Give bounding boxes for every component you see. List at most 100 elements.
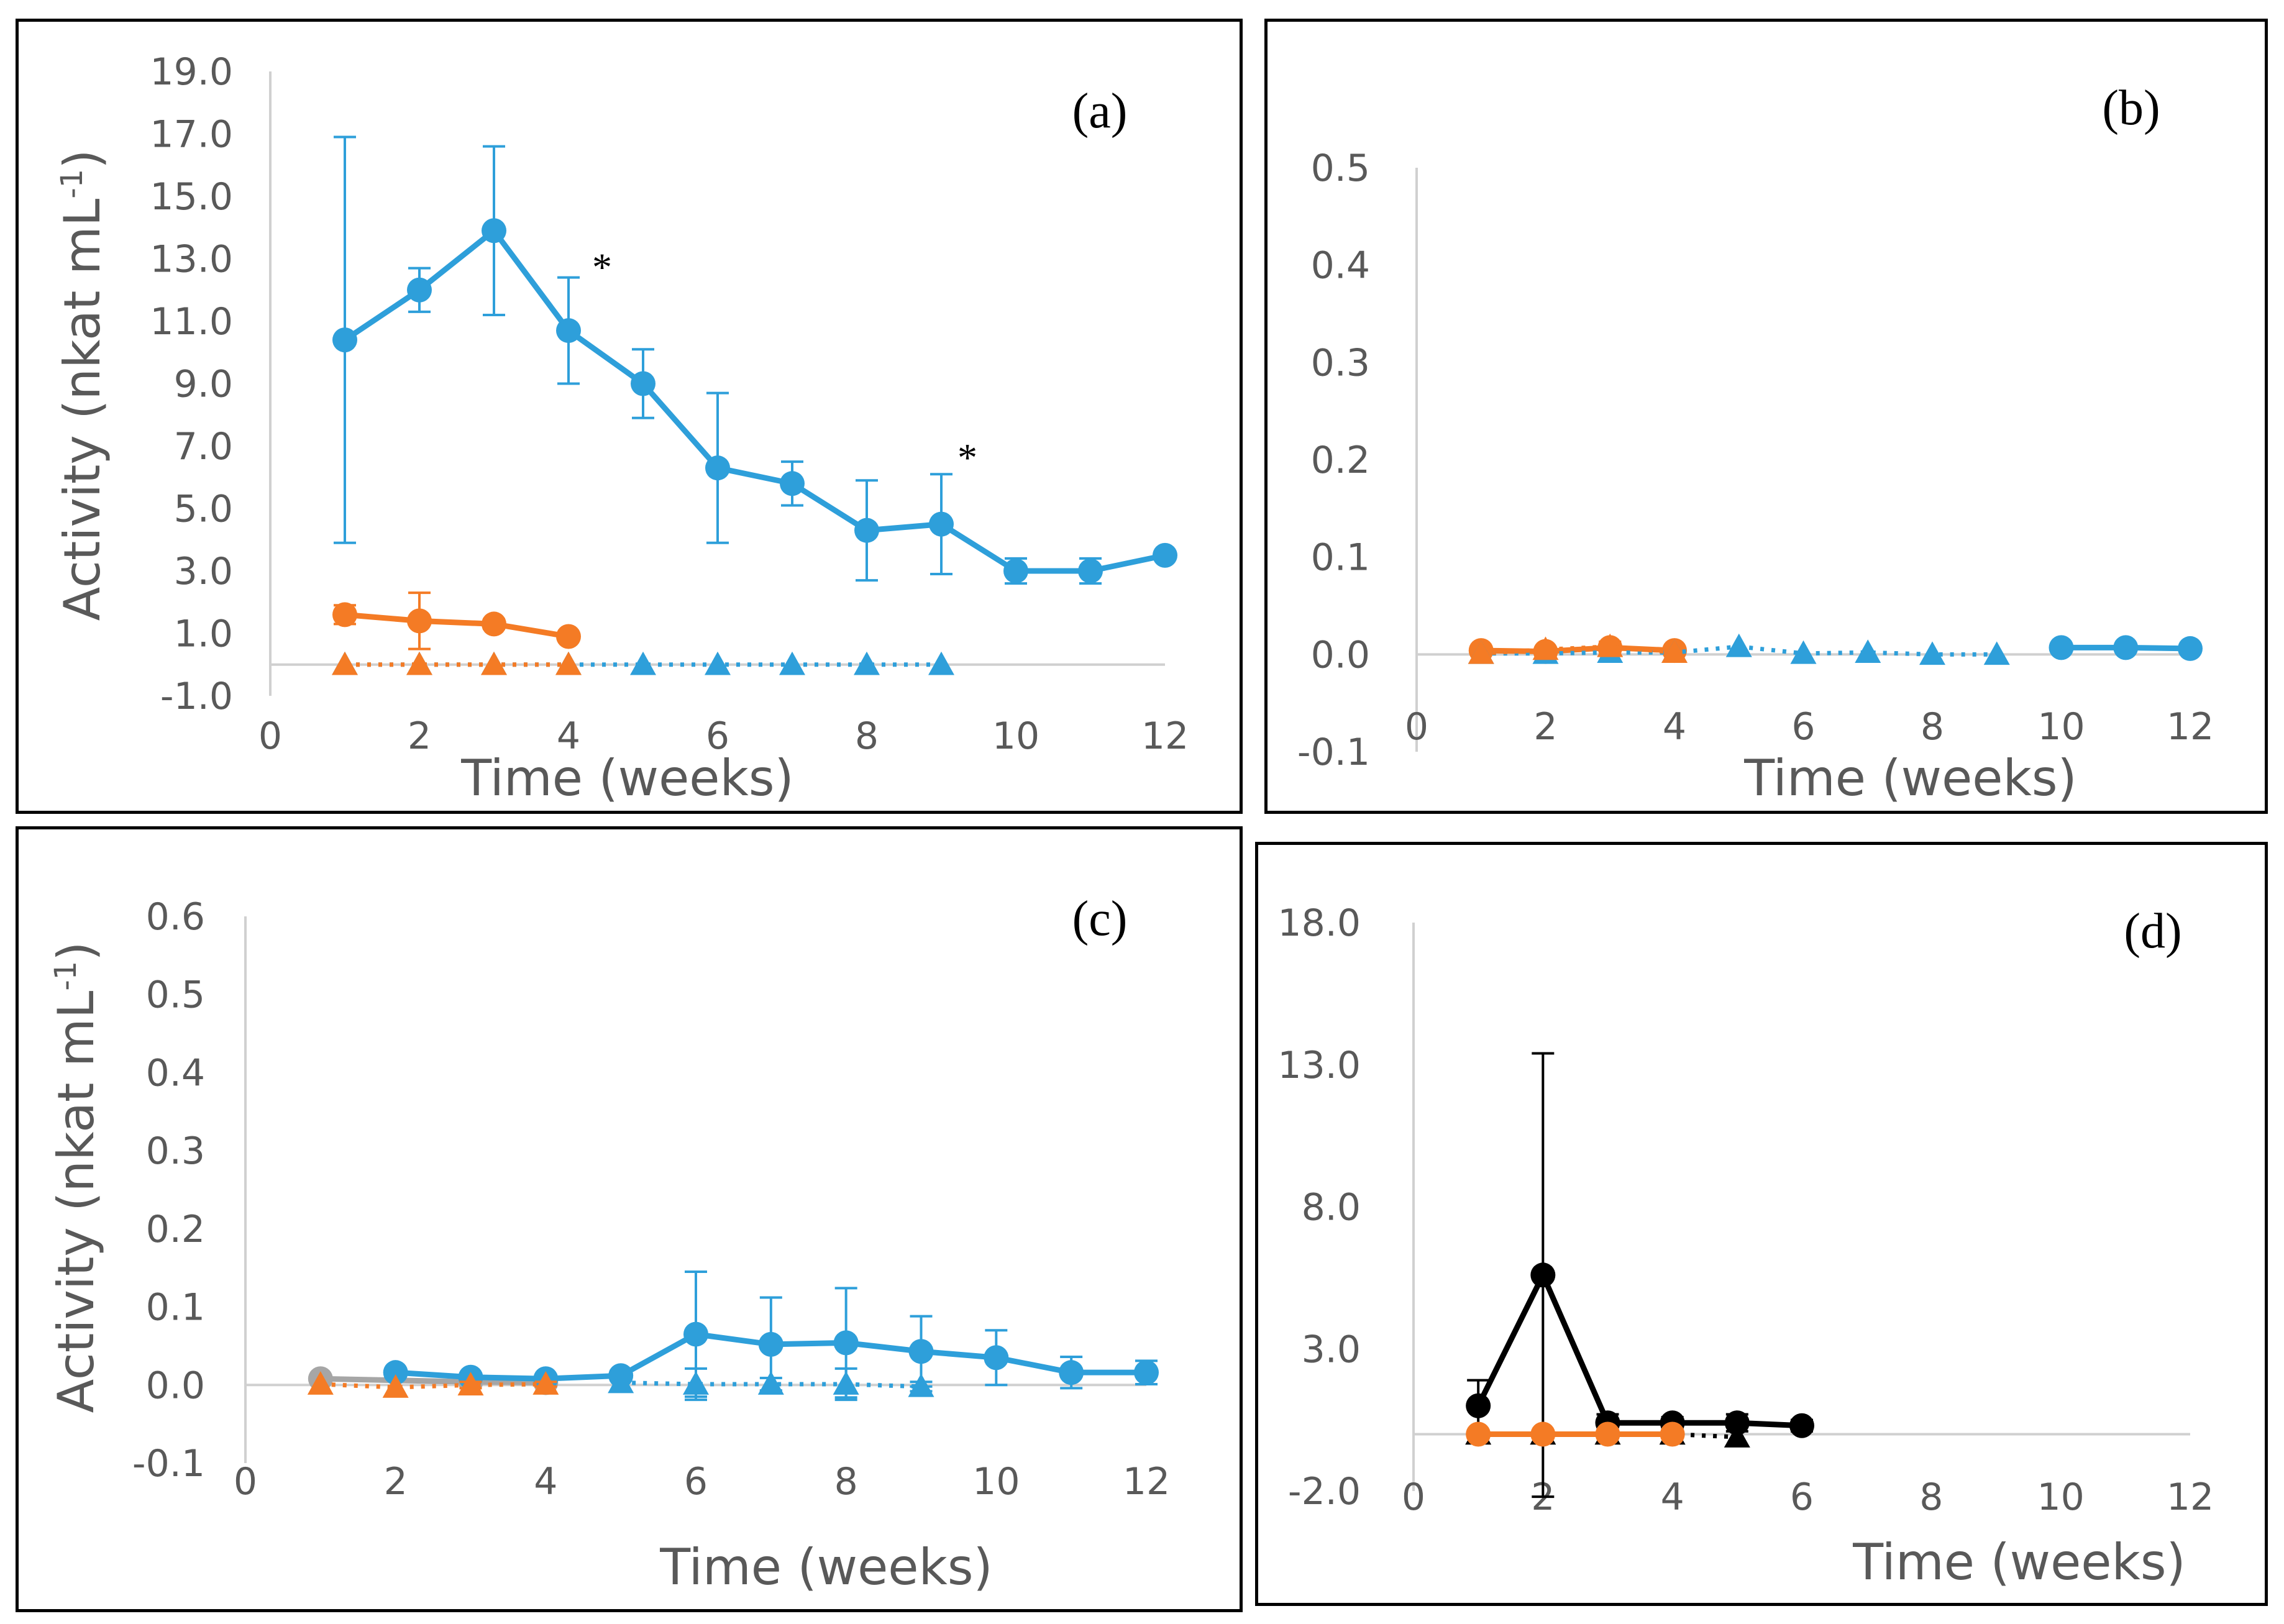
chart-c: -0.1 0.0 0.1 0.2 0.3 0.4 0.5 0.6 0 2 4 6 8 10 12 Time (… bbox=[47, 892, 1170, 1596]
panel-b-orange-circle-line bbox=[1481, 644, 1675, 655]
panel-b-x-tick-label: 4 bbox=[1663, 705, 1686, 749]
panel-c-blue-circle-point bbox=[1059, 1360, 1084, 1385]
panel-a-y-axis-title-main: Activity (nkat mL bbox=[53, 198, 111, 621]
panel-b-blue-triangle-point bbox=[1983, 641, 2010, 665]
panel-a-x-tick-label: 4 bbox=[557, 714, 580, 758]
panel-a-blue-circle-point bbox=[332, 327, 357, 353]
panel-c: -0.1 0.0 0.1 0.2 0.3 0.4 0.5 0.6 0 2 4 6 8 10 12 Time (… bbox=[16, 826, 1243, 1612]
panel-c-blue-circle-point bbox=[758, 1331, 783, 1357]
panel-a-x-tick-label: 6 bbox=[706, 714, 729, 758]
panel-a-x-axis-title: Time (weeks) bbox=[460, 749, 794, 807]
panel-a-orange-triangle-point bbox=[555, 651, 582, 675]
panel-d-black-circle-point bbox=[1724, 1410, 1750, 1436]
panel-a-x-tick-label: 8 bbox=[855, 714, 879, 758]
panel-c-orange-triangle-point bbox=[307, 1371, 334, 1395]
panel-d-black-circle-point bbox=[1789, 1413, 1814, 1438]
panel-d-black-triangle-line bbox=[1478, 1432, 1737, 1439]
panel-c-orange-triangle-point bbox=[457, 1372, 484, 1396]
panel-a-significance-asterisk: * bbox=[957, 436, 977, 480]
panel-c-blue-circle-point bbox=[383, 1360, 408, 1385]
panel-a-panel-label: (a) bbox=[1072, 84, 1128, 139]
panel-a-y-tick-label: 13.0 bbox=[150, 238, 233, 281]
panel-b-panel-label: (b) bbox=[2102, 81, 2160, 135]
panel-d-black-circle-point bbox=[1530, 1262, 1556, 1288]
panel-a-x-tick-label: 10 bbox=[992, 714, 1039, 758]
panel-c-panel-label: (c) bbox=[1072, 892, 1128, 946]
panel-c-x-tick-label: 10 bbox=[972, 1460, 1020, 1503]
panel-d-x-tick-label: 4 bbox=[1661, 1476, 1684, 1519]
panel-d-orange-circle-point bbox=[1595, 1421, 1620, 1447]
panel-d-orange-circle-point bbox=[1530, 1421, 1556, 1447]
panel-c-y-tick-label: -0.1 bbox=[132, 1442, 205, 1485]
panel-a-y-tick-label: 3.0 bbox=[174, 550, 233, 593]
panel-c-y-tick-label: 0.0 bbox=[146, 1364, 205, 1407]
panel-b-blue-triangle-point bbox=[1919, 641, 1945, 665]
panel-a-blue-triangle-point bbox=[779, 651, 805, 675]
panel-a-y-axis-title: Activity (nkat mL-1) bbox=[53, 150, 111, 621]
panel-c-y-axis-title: Activity (nkat mL-1) bbox=[47, 942, 105, 1413]
panel-a-blue-circle-point bbox=[1078, 559, 1103, 583]
panel-c-x-tick-label: 4 bbox=[534, 1460, 557, 1503]
panel-a-y-tick-label: 19.0 bbox=[150, 50, 233, 94]
panel-b-orange-triangle-point bbox=[1661, 639, 1688, 663]
panel-d-y-tick-label: 18.0 bbox=[1277, 901, 1361, 945]
panel-b: -0.1 0.0 0.1 0.2 0.3 0.4 0.5 0 2 4 6 8 10 12 Time (wee… bbox=[1264, 19, 2268, 814]
panel-c-blue-circle-point bbox=[1134, 1360, 1159, 1385]
panel-c-blue-triangle-point bbox=[608, 1369, 634, 1394]
panel-c-orange-triangle-line bbox=[320, 1382, 546, 1390]
panel-d-y-tick-label: 3.0 bbox=[1302, 1328, 1361, 1371]
panel-b-y-tick-label: 0.2 bbox=[1311, 439, 1370, 482]
panel-b-orange-triangle-point bbox=[1468, 640, 1494, 664]
panel-a-blue-circle-point bbox=[407, 277, 432, 303]
panel-a-orange-circle-point bbox=[556, 624, 581, 649]
panel-a-orange-triangle-point bbox=[406, 651, 432, 675]
panel-a-y-tick-label: 15.0 bbox=[150, 175, 233, 219]
panel-b-x-axis-title: Time (weeks) bbox=[1743, 749, 2077, 807]
panel-a-y-tick-label: 11.0 bbox=[150, 300, 233, 344]
panel-b-blue-triangle-point bbox=[1790, 640, 1817, 664]
panel-c-blue-circle-point bbox=[833, 1330, 859, 1356]
panel-b-orange-triangle-point bbox=[1532, 636, 1559, 660]
panel-c-blue-circle-point bbox=[984, 1345, 1009, 1371]
panel-c-x-tick-label: 12 bbox=[1123, 1460, 1170, 1503]
panel-c-y-tick-label: 0.6 bbox=[146, 895, 205, 939]
panel-c-y-tick-label: 0.3 bbox=[146, 1129, 205, 1173]
panel-a-x-tick-label: 12 bbox=[1141, 714, 1189, 758]
panel-a-blue-triangle-point bbox=[928, 651, 954, 675]
panel-a-y-axis-title-sup: -1 bbox=[55, 169, 89, 199]
panel-a-orange-triangle-point bbox=[481, 651, 507, 675]
panel-a-y-axis-title-end: ) bbox=[53, 150, 111, 169]
panel-b-blue-circle-point bbox=[2113, 635, 2139, 660]
panel-d-x-tick-label: 12 bbox=[2167, 1476, 2214, 1519]
panel-a-blue-circle-point bbox=[705, 455, 730, 481]
panel-b-x-tick-label: 6 bbox=[1791, 705, 1815, 749]
panel-b-blue-circle-point bbox=[2178, 636, 2203, 661]
panel-a-y-tick-label: -1.0 bbox=[160, 675, 233, 718]
panel-d-panel-label: (d) bbox=[2124, 904, 2181, 959]
panel-a-y-tick-label: 1.0 bbox=[174, 613, 233, 656]
panel-c-y-axis-title-group: Activity (nkat mL-1) bbox=[47, 942, 105, 1413]
panel-d-x-tick-label: 6 bbox=[1790, 1476, 1814, 1519]
panel-a-y-tick-label: 9.0 bbox=[174, 363, 233, 406]
panel-a-blue-circle-point bbox=[780, 471, 805, 496]
panel-d-x-axis-title: Time (weeks) bbox=[1852, 1533, 2186, 1591]
panel-c-x-tick-label: 8 bbox=[834, 1460, 858, 1503]
panel-a-blue-circle-point bbox=[929, 511, 954, 537]
panel-c-blue-triangle-point bbox=[757, 1371, 784, 1395]
panel-a-y-tick-label: 7.0 bbox=[174, 425, 233, 468]
panel-a-blue-triangle-point bbox=[630, 651, 656, 675]
panel-d-x-tick-label: 10 bbox=[2037, 1476, 2084, 1519]
panel-a-y-tick-label: 17.0 bbox=[150, 113, 233, 157]
panel-b-y-tick-label: 0.3 bbox=[1311, 341, 1370, 385]
panel-a-blue-circle-point bbox=[631, 371, 656, 396]
panel-b-x-tick-label: 8 bbox=[1921, 705, 1944, 749]
panel-a-blue-triangle-point bbox=[705, 651, 731, 675]
panel-c-x-tick-label: 0 bbox=[234, 1460, 257, 1503]
panel-a-orange-triangle-point bbox=[332, 651, 358, 675]
panel-d-orange-circle-point bbox=[1660, 1421, 1685, 1447]
panel-a-blue-circle-point bbox=[1153, 542, 1177, 568]
panel-c-blue-circle-point bbox=[908, 1339, 934, 1364]
panel-b-x-tick-label: 0 bbox=[1405, 705, 1428, 749]
